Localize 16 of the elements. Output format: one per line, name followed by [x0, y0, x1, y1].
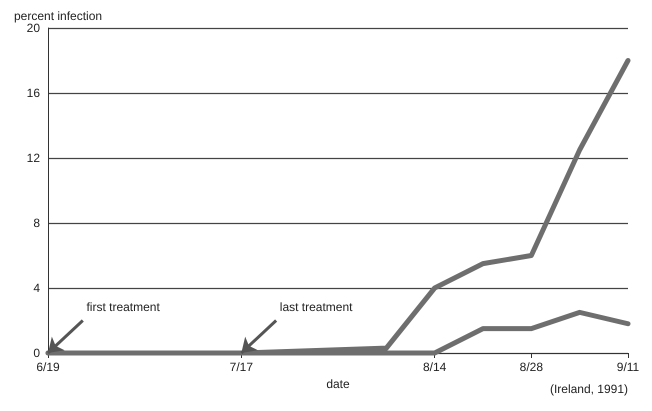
x-tick-label: 6/19: [36, 360, 60, 374]
y-tick-label: 20: [26, 21, 40, 35]
y-tick-label: 4: [33, 281, 40, 295]
x-tick-label: 8/28: [520, 360, 544, 374]
x-tick-label: 9/11: [616, 360, 640, 374]
y-tick-label: 0: [33, 346, 40, 360]
y-tick-label: 8: [33, 216, 40, 230]
x-axis-title: date: [326, 376, 350, 391]
x-tick-label: 8/14: [422, 360, 447, 374]
y-axis-title: percent infection: [14, 9, 102, 23]
y-tick-label: 16: [26, 86, 40, 100]
x-tick-label: 7/17: [230, 360, 254, 374]
annotation: last treatment: [280, 300, 354, 314]
text: (Ireland, 1991): [550, 382, 628, 396]
y-tick-label: 12: [26, 151, 40, 165]
annotation: first treatment: [86, 300, 160, 314]
